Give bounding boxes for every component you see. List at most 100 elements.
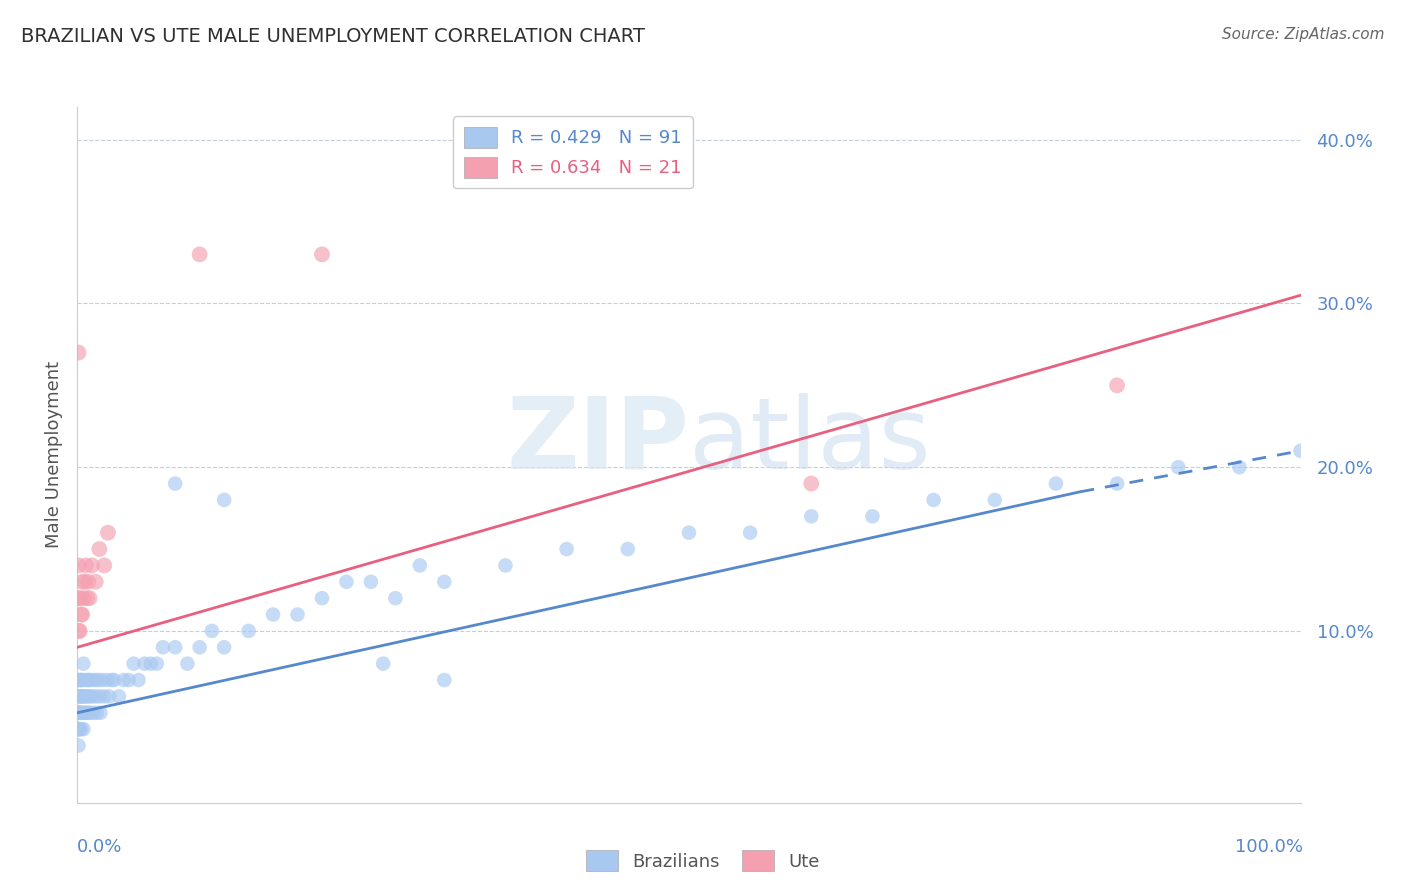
Point xyxy=(495,558,517,573)
Point xyxy=(800,509,823,524)
Point xyxy=(371,657,394,671)
Point xyxy=(433,574,456,589)
Point xyxy=(87,673,110,687)
Text: atlas: atlas xyxy=(689,392,931,490)
Point xyxy=(67,722,90,736)
Point xyxy=(70,706,93,720)
Point xyxy=(70,574,93,589)
Point xyxy=(67,706,90,720)
Point xyxy=(165,640,187,655)
Point xyxy=(311,247,333,261)
Point xyxy=(69,690,91,704)
Point xyxy=(112,673,135,687)
Point xyxy=(72,722,94,736)
Point xyxy=(70,690,93,704)
Text: 100.0%: 100.0% xyxy=(1236,838,1303,856)
Point xyxy=(70,706,93,720)
Point xyxy=(103,673,125,687)
Point xyxy=(83,673,105,687)
Point xyxy=(98,690,121,704)
Point xyxy=(84,574,107,589)
Y-axis label: Male Unemployment: Male Unemployment xyxy=(45,361,63,549)
Point xyxy=(409,558,432,573)
Point xyxy=(188,640,211,655)
Point xyxy=(73,574,96,589)
Point xyxy=(67,673,90,687)
Point xyxy=(75,558,97,573)
Point xyxy=(152,640,174,655)
Point xyxy=(67,722,90,736)
Point xyxy=(201,624,224,638)
Point xyxy=(89,690,111,704)
Point xyxy=(118,673,141,687)
Point xyxy=(93,558,115,573)
Point xyxy=(862,509,884,524)
Point xyxy=(76,690,98,704)
Point xyxy=(86,706,108,720)
Point xyxy=(76,591,98,606)
Point xyxy=(70,722,93,736)
Point xyxy=(1289,443,1312,458)
Text: Source: ZipAtlas.com: Source: ZipAtlas.com xyxy=(1222,27,1385,42)
Point xyxy=(67,345,90,359)
Point xyxy=(79,690,101,704)
Point xyxy=(96,673,118,687)
Point xyxy=(335,574,357,589)
Point xyxy=(262,607,284,622)
Point xyxy=(79,591,101,606)
Point xyxy=(800,476,823,491)
Point xyxy=(238,624,260,638)
Point xyxy=(740,525,762,540)
Point xyxy=(76,673,98,687)
Point xyxy=(73,706,96,720)
Point xyxy=(146,657,169,671)
Point xyxy=(67,739,90,753)
Point xyxy=(139,657,162,671)
Point xyxy=(90,706,112,720)
Point xyxy=(922,492,945,507)
Point xyxy=(617,542,640,557)
Point xyxy=(73,673,96,687)
Text: BRAZILIAN VS UTE MALE UNEMPLOYMENT CORRELATION CHART: BRAZILIAN VS UTE MALE UNEMPLOYMENT CORRE… xyxy=(21,27,645,45)
Point xyxy=(100,673,122,687)
Point xyxy=(70,607,93,622)
Legend: R = 0.429   N = 91, R = 0.634   N = 21: R = 0.429 N = 91, R = 0.634 N = 21 xyxy=(453,116,693,188)
Point xyxy=(69,591,91,606)
Point xyxy=(97,525,120,540)
Point xyxy=(82,706,104,720)
Point xyxy=(69,706,91,720)
Point xyxy=(80,690,103,704)
Point xyxy=(212,640,235,655)
Point xyxy=(212,492,235,507)
Point xyxy=(69,673,91,687)
Point xyxy=(80,558,103,573)
Point xyxy=(69,624,91,638)
Point xyxy=(70,673,93,687)
Point xyxy=(72,657,94,671)
Point xyxy=(165,476,187,491)
Point xyxy=(75,706,97,720)
Point xyxy=(67,591,90,606)
Point xyxy=(77,706,100,720)
Point xyxy=(984,492,1007,507)
Point xyxy=(72,591,94,606)
Point xyxy=(70,690,93,704)
Point xyxy=(77,574,100,589)
Point xyxy=(80,673,103,687)
Point xyxy=(108,690,131,704)
Point xyxy=(1045,476,1067,491)
Point xyxy=(75,690,97,704)
Point xyxy=(67,690,90,704)
Point xyxy=(89,542,111,557)
Point xyxy=(134,657,156,671)
Point xyxy=(67,690,90,704)
Point xyxy=(678,525,700,540)
Point xyxy=(70,673,93,687)
Point xyxy=(72,690,94,704)
Point xyxy=(90,673,112,687)
Point xyxy=(79,706,101,720)
Point xyxy=(311,591,333,606)
Point xyxy=(176,657,198,671)
Point xyxy=(93,690,115,704)
Point xyxy=(69,706,91,720)
